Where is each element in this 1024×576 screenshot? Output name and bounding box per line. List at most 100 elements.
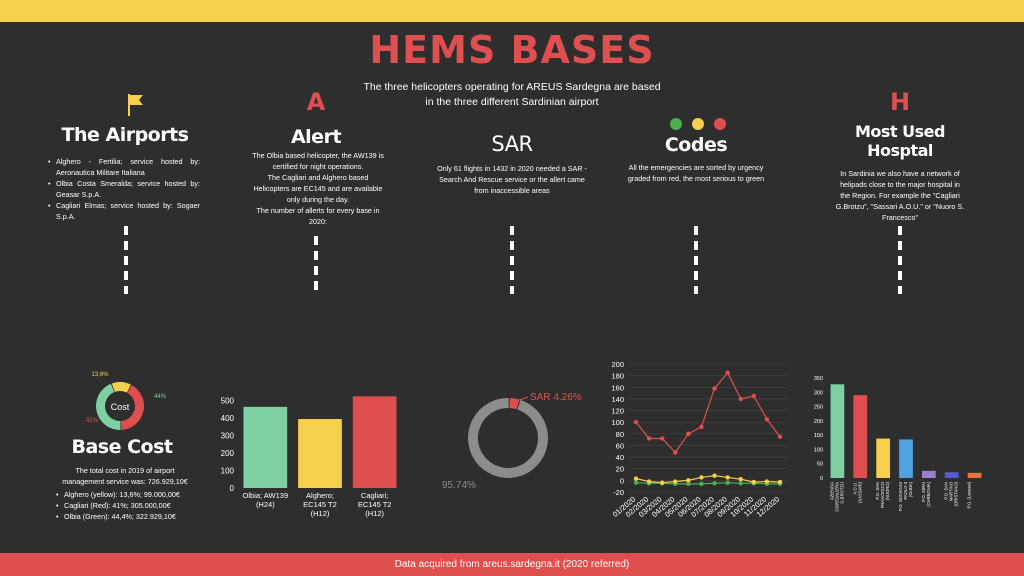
- slice-label: 95.74%: [442, 480, 476, 491]
- list-item: Olbia Costa Smeralda; service hosted by:…: [48, 178, 200, 200]
- codes-text-line: All the emergencies are sorted by urgenc…: [628, 163, 764, 172]
- pie-slice: [111, 382, 131, 393]
- x-tick-label: (SASSARI): [857, 481, 862, 503]
- series-line: [635, 475, 781, 484]
- data-point: [725, 480, 730, 485]
- y-tick-label: 140: [611, 395, 624, 404]
- page-subtitle: The three helicopters operating for AREU…: [312, 80, 712, 110]
- slice-label: SAR 4.26%: [530, 392, 582, 403]
- hospital-heading: Most Used Hosptal: [835, 122, 965, 160]
- codes-heading: Codes: [664, 134, 728, 156]
- y-tick-label: 200: [814, 419, 823, 425]
- y-tick-label: 200: [611, 360, 624, 369]
- list-item: Alghero - Fertilia; service hosted by: A…: [48, 156, 200, 178]
- data-point: [686, 481, 691, 487]
- data-point: [764, 479, 770, 484]
- data-point: [699, 481, 704, 487]
- data-point: [633, 476, 639, 481]
- airports-heading: The Airports: [61, 124, 190, 146]
- alert-text-line: The number of allerts for every base in: [256, 206, 380, 215]
- slice-label: 44%: [154, 394, 167, 400]
- x-tick-label: (NUORO): [885, 481, 890, 500]
- y-tick-label: 0: [230, 484, 235, 493]
- bar: [967, 472, 982, 478]
- data-point: [725, 475, 730, 480]
- y-tick-label: 180: [611, 372, 624, 381]
- sar-text-line: from inaccessible areas: [474, 186, 550, 195]
- y-tick-label: 300: [221, 432, 235, 441]
- bar: [876, 438, 890, 478]
- alert-text-line: Helicopters are EC145 and are available: [253, 184, 383, 193]
- alert-letter-icon: A: [306, 88, 326, 116]
- sar-heading: SAR: [491, 132, 533, 156]
- leader-line: [513, 396, 529, 403]
- x-tick-label: (H12): [311, 509, 330, 518]
- hospital-heading-line: Most Used: [855, 122, 945, 141]
- x-tick-label: P.O. SAN: [875, 482, 880, 500]
- data-point: [673, 450, 678, 455]
- sar-text-line: Search And Rescue service or the allert …: [439, 175, 585, 184]
- y-tick-label: 100: [221, 467, 235, 476]
- bar: [243, 406, 288, 488]
- data-point: [738, 477, 743, 482]
- bar: [830, 384, 845, 478]
- data-point: [738, 481, 743, 486]
- hospital-bar-chart: 0 50 100 150 200 250 300 350 AZIENDA OSPEDALIERA G…: [814, 376, 982, 512]
- divider-dash: [694, 226, 698, 294]
- data-point: [712, 473, 717, 478]
- x-tick-label: MARTINO: [949, 481, 954, 501]
- alert-text: The Olbia based helicopter, the AW139 is…: [228, 150, 408, 227]
- data-point: [751, 479, 757, 485]
- y-tick-label: 0: [620, 476, 624, 485]
- y-tick-label: 500: [221, 397, 235, 406]
- bar: [298, 419, 342, 488]
- x-tick-label: P.O. GIOVANNI: [898, 482, 903, 511]
- red-code-dot: [714, 118, 726, 130]
- footer-source-text: Data acquired from areus.sardegna.it (20…: [394, 559, 630, 570]
- hospital-letter-icon: H: [889, 88, 911, 116]
- data-point: [633, 419, 639, 425]
- data-point: [686, 431, 691, 437]
- hospital-text-line: In Sardinia we also have a network of: [840, 169, 960, 178]
- slice-label: 41%: [86, 418, 99, 424]
- y-tick-label: 400: [221, 414, 235, 423]
- green-code-dot: [670, 118, 682, 130]
- data-point: [712, 481, 717, 486]
- hospital-text-line: the Region. For example the "Cagliari: [840, 191, 960, 200]
- x-tick-label: (H24): [256, 500, 275, 509]
- hospital-text-line: G.Brotzu", "Sassari A.O.U." or "Nuoro S.: [835, 202, 965, 211]
- divider-dash: [510, 226, 514, 294]
- series-line: [635, 371, 781, 454]
- data-point: [659, 480, 665, 485]
- y-tick-label: 40: [616, 453, 624, 462]
- y-tick-label: 160: [611, 383, 624, 392]
- sar-text: Only 61 flights in 1432 in 2020 needed a…: [412, 163, 612, 196]
- alert-text-line: 2020:: [309, 217, 327, 226]
- alert-bar-chart: 0 100 200 300 400 500 Olbia; AW139(H24) Alghero…: [221, 396, 397, 518]
- y-tick-label: 80: [616, 430, 624, 439]
- y-tick-label: -20: [613, 488, 624, 497]
- x-tick-label: (CARBONIA): [926, 481, 931, 506]
- donut-center-label: Cost: [111, 402, 130, 412]
- list-item: Alghero (yellow): 13,6%; 99.000,00€: [56, 489, 216, 500]
- y-tick-label: 120: [611, 407, 624, 416]
- top-accent-bar: [0, 0, 1024, 22]
- divider-dash: [124, 226, 128, 294]
- base-cost-heading: Base Cost: [71, 436, 173, 458]
- x-tick-label: EC145 T2: [358, 500, 392, 509]
- data-point: [764, 417, 770, 422]
- bar: [899, 439, 913, 478]
- x-tick-label: P.O. SIRAI: [921, 482, 926, 502]
- x-tick-label: A.O.U.: [852, 482, 857, 495]
- divider-dash: [898, 226, 902, 294]
- data-point: [659, 436, 665, 441]
- base-cost-text: The total cost in 2019 of airport manage…: [40, 465, 210, 487]
- y-tick-label: 20: [616, 465, 624, 474]
- x-tick-label: Olbia; AW139: [243, 491, 289, 500]
- codes-text: All the emergencies are sorted by urgenc…: [606, 162, 786, 184]
- x-tick-label: G.BROTZU: [839, 482, 844, 504]
- codes-text-line: graded from red, the most serious to gre…: [627, 174, 765, 183]
- data-point: [673, 479, 678, 484]
- alert-text-line: The Olbia based helicopter, the AW139 is: [252, 151, 384, 160]
- data-point: [738, 396, 743, 402]
